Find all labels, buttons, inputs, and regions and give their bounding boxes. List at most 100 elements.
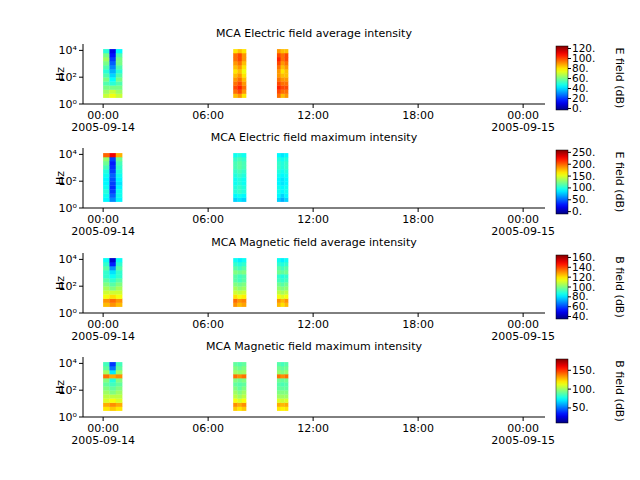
heat-cell: [281, 73, 285, 77]
colorbar-tick-label: 0.: [572, 205, 582, 217]
heat-cell: [109, 390, 116, 394]
heat-cell: [242, 274, 247, 278]
y-tick-label: 10⁰: [59, 411, 78, 424]
x-tick-label: 06:00: [192, 318, 224, 331]
heat-cell: [109, 299, 116, 303]
heat-cell: [284, 81, 288, 85]
heat-cell: [237, 65, 242, 69]
x-tick: [418, 417, 419, 421]
heat-cell: [103, 370, 110, 374]
heat-cell: [277, 378, 281, 382]
heat-cell: [103, 77, 110, 81]
heat-cell: [281, 258, 285, 262]
heat-cell: [277, 173, 281, 177]
heat-cell: [116, 303, 123, 307]
heat-cell: [109, 286, 116, 290]
heat-cell: [284, 77, 288, 81]
heat-cell: [277, 157, 281, 161]
heat-cell: [103, 403, 110, 407]
heat-cell: [242, 49, 247, 53]
y-tick: [79, 313, 83, 314]
x-tick-label: 12:00: [297, 422, 329, 435]
heat-cell: [281, 77, 285, 81]
heat-cell: [233, 362, 238, 366]
heat-cell: [109, 366, 116, 370]
heat-cell: [237, 57, 242, 61]
heat-cell: [103, 153, 110, 157]
colorbar-tick: [568, 58, 571, 59]
x-tick-label-line: 2005-09-14: [71, 434, 135, 447]
heat-cell: [233, 169, 238, 173]
heat-cell: [103, 189, 110, 194]
colorbar-tick-label: 160.: [572, 251, 595, 263]
heat-cell: [277, 49, 281, 53]
heat-cell: [233, 90, 238, 94]
y-axis-line: [83, 357, 84, 417]
colorbar-tick: [568, 211, 571, 212]
heat-cell: [277, 403, 281, 407]
x-tick: [418, 313, 419, 317]
heat-cell: [242, 90, 247, 94]
heat-cell: [284, 282, 288, 286]
heat-cell: [281, 49, 285, 53]
heat-cell: [277, 185, 281, 189]
heat-cell: [109, 189, 116, 194]
colorbar-tick-label: 50.: [572, 401, 589, 413]
heat-cell: [242, 270, 247, 274]
x-tick: [313, 313, 314, 317]
heat-cell: [277, 394, 281, 398]
heat-cell: [277, 299, 281, 303]
heat-cell: [237, 173, 242, 177]
heat-cell: [109, 57, 116, 61]
heat-cell: [281, 299, 285, 303]
heat-cell: [109, 73, 116, 77]
heat-cell: [233, 53, 238, 57]
x-tick-label-line: 12:00: [297, 213, 329, 226]
heat-cell: [281, 157, 285, 161]
colorbar-tick: [568, 316, 571, 317]
figure: MCA Electric field average intensity10⁰1…: [0, 0, 640, 480]
heat-cell: [284, 173, 288, 177]
heat-cell: [281, 274, 285, 278]
x-tick-label: 06:00: [192, 213, 224, 226]
heat-cell: [284, 374, 288, 378]
heat-cell: [284, 57, 288, 61]
heat-cell: [116, 262, 123, 266]
heat-cell: [237, 378, 242, 382]
y-tick-label: 10⁰: [59, 202, 78, 215]
heat-cell: [233, 266, 238, 270]
heat-cell: [277, 398, 281, 403]
heat-cell: [116, 198, 123, 202]
heat-cell: [103, 299, 110, 303]
colorbar-tick: [568, 164, 571, 165]
heat-cell: [103, 57, 110, 61]
y-axis-line: [83, 44, 84, 104]
heat-cell: [116, 49, 123, 53]
heat-cell: [242, 157, 247, 161]
heat-cell: [233, 73, 238, 77]
heat-cell: [284, 278, 288, 282]
heat-cell: [116, 189, 123, 194]
x-axis-line: [83, 313, 545, 314]
x-tick-label-line: 2005-09-15: [491, 121, 555, 134]
heat-cell: [103, 173, 110, 177]
x-tick-label: 06:00: [192, 109, 224, 122]
x-tick-label-line: 2005-09-15: [491, 330, 555, 343]
x-tick-label: 18:00: [402, 422, 434, 435]
heat-cell: [103, 286, 110, 290]
heat-cell: [284, 194, 288, 198]
colorbar-tick: [568, 370, 571, 371]
x-tick-label: 18:00: [402, 318, 434, 331]
heat-cell: [242, 57, 247, 61]
heat-cell: [277, 294, 281, 299]
heat-cell: [116, 286, 123, 290]
heat-cell: [109, 65, 116, 69]
heat-cell: [233, 394, 238, 398]
heat-cell: [242, 390, 247, 394]
heat-cell: [277, 374, 281, 378]
heat-cell: [103, 169, 110, 173]
colorbar: [556, 255, 568, 319]
heat-cell: [109, 362, 116, 366]
heat-cell: [284, 303, 288, 307]
heat-cell: [116, 169, 123, 173]
